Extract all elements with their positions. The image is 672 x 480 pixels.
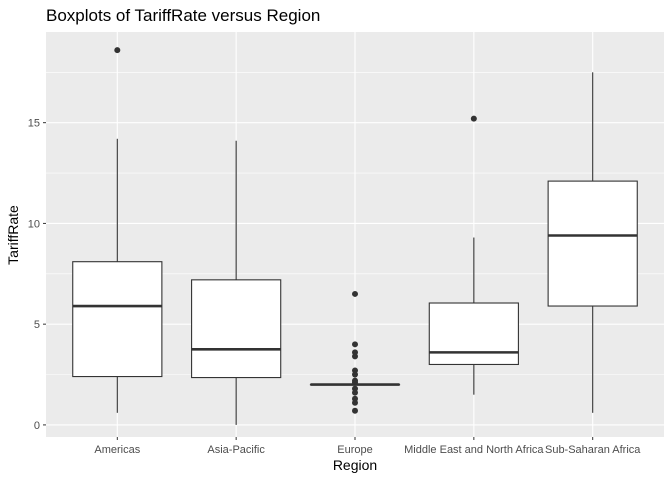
y-tick-label: 0 [34,420,40,432]
chart-title: Boxplots of TariffRate versus Region [46,6,320,25]
outlier-point [352,389,358,396]
outlier-point [352,353,358,360]
outlier-point [352,341,358,348]
box-europe [309,290,401,414]
y-tick-label: 10 [28,218,40,230]
x-tick-label: Sub-Saharan Africa [545,444,641,456]
box-middle-east-and-north-africa [428,115,519,395]
outlier-point [352,407,358,414]
box-body [547,180,638,307]
box-body [428,302,519,366]
outlier-point [352,399,358,406]
outlier-point [114,47,121,54]
x-tick-label: Asia-Pacific [207,444,265,456]
boxes-layer [72,47,638,425]
box-body [191,279,282,379]
box-body [72,261,163,378]
x-tick-label: Middle East and North Africa [404,444,544,456]
box-sub-saharan-africa [547,72,638,413]
x-axis: Americas Asia-Pacific Europe Middle East an… [94,437,641,456]
x-tick-label: Americas [94,444,140,456]
box-asia-pacific [191,140,282,425]
y-tick-label: 15 [28,118,40,130]
y-axis: 0 5 10 15 [28,118,46,432]
outlier-point [352,290,358,297]
outlier-point [352,379,358,386]
outlier-point [470,115,477,122]
x-tick-label: Europe [337,444,372,456]
y-axis-title: TariffRate [5,205,21,265]
outlier-point [352,371,358,378]
y-tick-label: 5 [34,319,40,331]
box-americas [72,47,163,413]
x-axis-title: Region [333,457,377,473]
